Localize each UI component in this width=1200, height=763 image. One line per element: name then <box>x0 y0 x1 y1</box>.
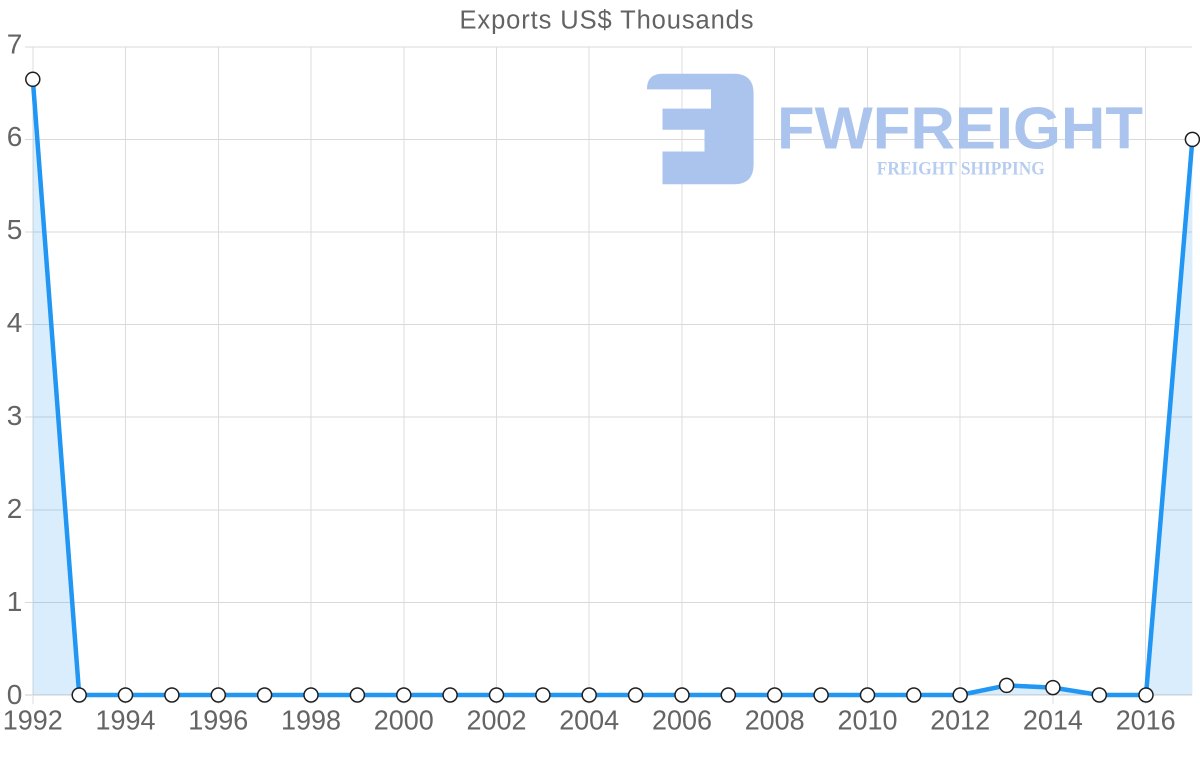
svg-text:2014: 2014 <box>1023 705 1083 736</box>
svg-text:2006: 2006 <box>652 705 712 736</box>
svg-text:1996: 1996 <box>188 705 248 736</box>
svg-text:0: 0 <box>7 679 23 710</box>
svg-text:2008: 2008 <box>745 705 805 736</box>
svg-text:Exports US$ Thousands: Exports US$ Thousands <box>460 7 754 35</box>
svg-text:7: 7 <box>7 28 23 59</box>
svg-text:5: 5 <box>7 214 23 245</box>
svg-text:1: 1 <box>7 586 23 617</box>
svg-text:2004: 2004 <box>559 705 619 736</box>
svg-text:2012: 2012 <box>930 705 990 736</box>
svg-text:6: 6 <box>7 121 23 152</box>
svg-text:2002: 2002 <box>467 705 527 736</box>
svg-text:2016: 2016 <box>1116 705 1176 736</box>
svg-text:2000: 2000 <box>374 705 434 736</box>
svg-text:1994: 1994 <box>96 705 156 736</box>
svg-text:FREIGHT SHIPPING: FREIGHT SHIPPING <box>877 159 1045 180</box>
svg-text:3: 3 <box>7 400 23 431</box>
svg-text:FWFREIGHT: FWFREIGHT <box>777 94 1143 161</box>
svg-text:1998: 1998 <box>281 705 341 736</box>
svg-text:2: 2 <box>7 493 23 524</box>
svg-text:4: 4 <box>7 307 23 338</box>
svg-text:1992: 1992 <box>3 705 63 736</box>
svg-text:2010: 2010 <box>838 705 898 736</box>
